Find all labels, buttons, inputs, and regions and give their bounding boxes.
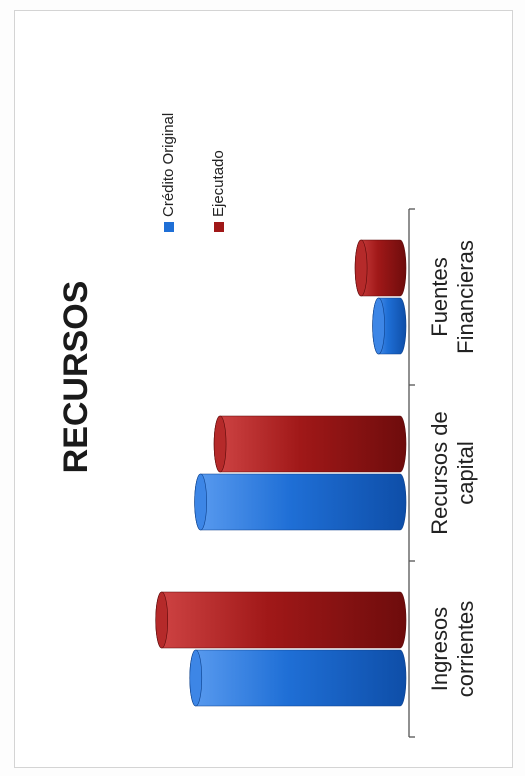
bar-cap-cr-dito-original-1 [189,649,203,707]
bar-cap-cr-dito-original-3 [372,297,385,355]
bar-ejecutado-2 [213,415,407,473]
bar-ejecutado-1 [155,591,407,649]
chart: Ingresoscorrientes Recursos decapital Fuen… [57,113,478,738]
legend-swatch [164,222,174,232]
legend-label: Crédito Original [160,113,177,217]
bar-cap-ejecutado-2 [213,415,227,473]
legend-label: Ejecutado [210,150,227,217]
bar-cap-cr-dito-original-2 [194,473,207,531]
legend-swatch [214,222,224,232]
chart-frame: Ingresoscorrientes Recursos decapital Fuen… [14,10,513,768]
category-label: FuentesFinancieras [427,240,478,354]
category-label: Recursos decapital [427,411,478,535]
bar-cr-dito-original-2 [194,473,407,531]
bar-cap-ejecutado-1 [155,591,169,649]
bar-cap-ejecutado-3 [354,239,368,297]
bar-cr-dito-original-1 [189,649,407,707]
category-label: Ingresoscorrientes [427,601,478,698]
chart-title: RECURSOS [57,281,95,474]
